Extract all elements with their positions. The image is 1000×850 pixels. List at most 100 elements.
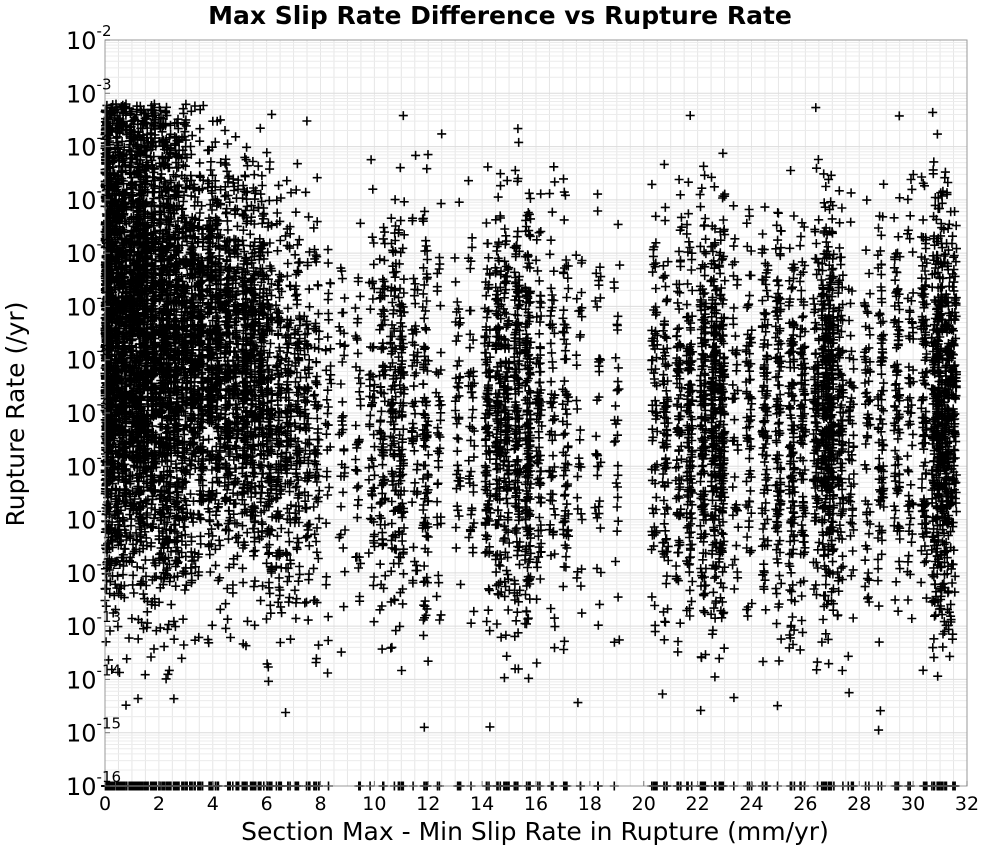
data-point bbox=[292, 368, 302, 377]
data-point bbox=[787, 587, 797, 597]
data-point bbox=[827, 214, 837, 224]
data-point bbox=[849, 383, 859, 393]
data-point bbox=[745, 291, 754, 301]
data-point bbox=[249, 170, 259, 180]
data-point bbox=[891, 577, 901, 587]
data-point bbox=[835, 218, 845, 228]
data-point bbox=[336, 379, 346, 389]
data-point bbox=[683, 177, 693, 187]
data-point bbox=[660, 271, 670, 281]
data-point bbox=[336, 502, 346, 512]
data-point bbox=[816, 275, 826, 285]
data-point bbox=[774, 418, 784, 427]
data-point bbox=[452, 419, 462, 429]
data-point bbox=[146, 652, 156, 662]
data-point bbox=[423, 532, 433, 542]
data-point bbox=[758, 657, 768, 667]
data-point bbox=[671, 463, 681, 473]
data-point bbox=[798, 311, 808, 321]
data-point bbox=[291, 377, 300, 387]
data-point bbox=[481, 291, 491, 301]
data-point bbox=[613, 430, 622, 440]
data-point bbox=[878, 406, 888, 416]
data-point bbox=[321, 580, 331, 590]
data-point bbox=[719, 643, 729, 653]
data-point bbox=[242, 161, 252, 171]
chart-title: Max Slip Rate Difference vs Rupture Rate bbox=[208, 1, 792, 30]
data-point bbox=[305, 247, 314, 257]
data-point bbox=[394, 293, 404, 303]
data-point bbox=[613, 516, 623, 526]
data-point bbox=[729, 415, 739, 425]
data-point bbox=[559, 215, 569, 225]
data-point bbox=[411, 150, 421, 160]
data-point bbox=[275, 236, 285, 245]
data-point bbox=[908, 247, 918, 257]
data-point bbox=[122, 654, 132, 664]
data-point bbox=[682, 394, 692, 404]
data-point bbox=[354, 373, 364, 383]
data-point bbox=[291, 613, 301, 623]
data-point bbox=[368, 184, 378, 194]
data-point bbox=[536, 311, 546, 321]
data-point bbox=[409, 542, 418, 552]
data-point bbox=[302, 116, 312, 126]
data-point bbox=[352, 513, 362, 523]
data-point bbox=[676, 454, 686, 464]
data-point bbox=[422, 296, 432, 306]
data-point bbox=[545, 249, 555, 259]
data-point bbox=[699, 606, 709, 616]
data-point bbox=[949, 277, 959, 287]
data-point bbox=[310, 343, 320, 353]
data-point bbox=[647, 424, 657, 434]
data-point bbox=[575, 425, 585, 435]
data-point bbox=[523, 563, 532, 572]
data-point bbox=[893, 232, 903, 242]
data-point bbox=[435, 396, 445, 406]
data-point bbox=[592, 563, 602, 573]
data-point bbox=[811, 580, 821, 590]
data-point bbox=[573, 698, 583, 708]
data-point bbox=[166, 600, 176, 610]
data-point bbox=[326, 370, 336, 380]
data-point bbox=[811, 103, 821, 113]
data-point bbox=[338, 543, 348, 553]
data-point bbox=[534, 513, 544, 522]
data-point bbox=[466, 435, 476, 445]
data-point bbox=[432, 591, 442, 601]
data-point bbox=[312, 547, 322, 557]
data-point bbox=[410, 478, 420, 488]
data-point bbox=[572, 294, 582, 304]
data-point bbox=[242, 528, 252, 538]
data-point bbox=[492, 619, 502, 629]
data-point bbox=[295, 569, 305, 579]
data-point bbox=[549, 462, 559, 472]
data-point bbox=[503, 552, 513, 562]
data-point bbox=[220, 182, 230, 192]
data-point bbox=[212, 473, 222, 482]
data-point bbox=[945, 651, 955, 661]
data-point bbox=[862, 307, 872, 316]
data-point bbox=[284, 572, 294, 581]
data-point bbox=[890, 275, 900, 285]
data-point bbox=[323, 258, 333, 268]
data-point bbox=[380, 520, 390, 530]
data-point bbox=[707, 172, 716, 182]
data-point bbox=[718, 148, 728, 158]
data-point bbox=[354, 387, 364, 397]
data-point bbox=[337, 397, 347, 407]
data-point bbox=[532, 658, 542, 668]
data-point bbox=[181, 580, 191, 590]
data-point bbox=[410, 557, 420, 567]
data-point bbox=[238, 521, 247, 531]
data-point bbox=[354, 563, 363, 573]
data-point bbox=[546, 604, 556, 613]
data-point bbox=[696, 705, 706, 715]
data-point bbox=[163, 624, 172, 634]
data-point bbox=[699, 247, 709, 257]
data-point bbox=[949, 251, 959, 260]
data-points bbox=[100, 99, 961, 791]
data-point bbox=[379, 255, 389, 265]
data-point bbox=[436, 348, 446, 358]
